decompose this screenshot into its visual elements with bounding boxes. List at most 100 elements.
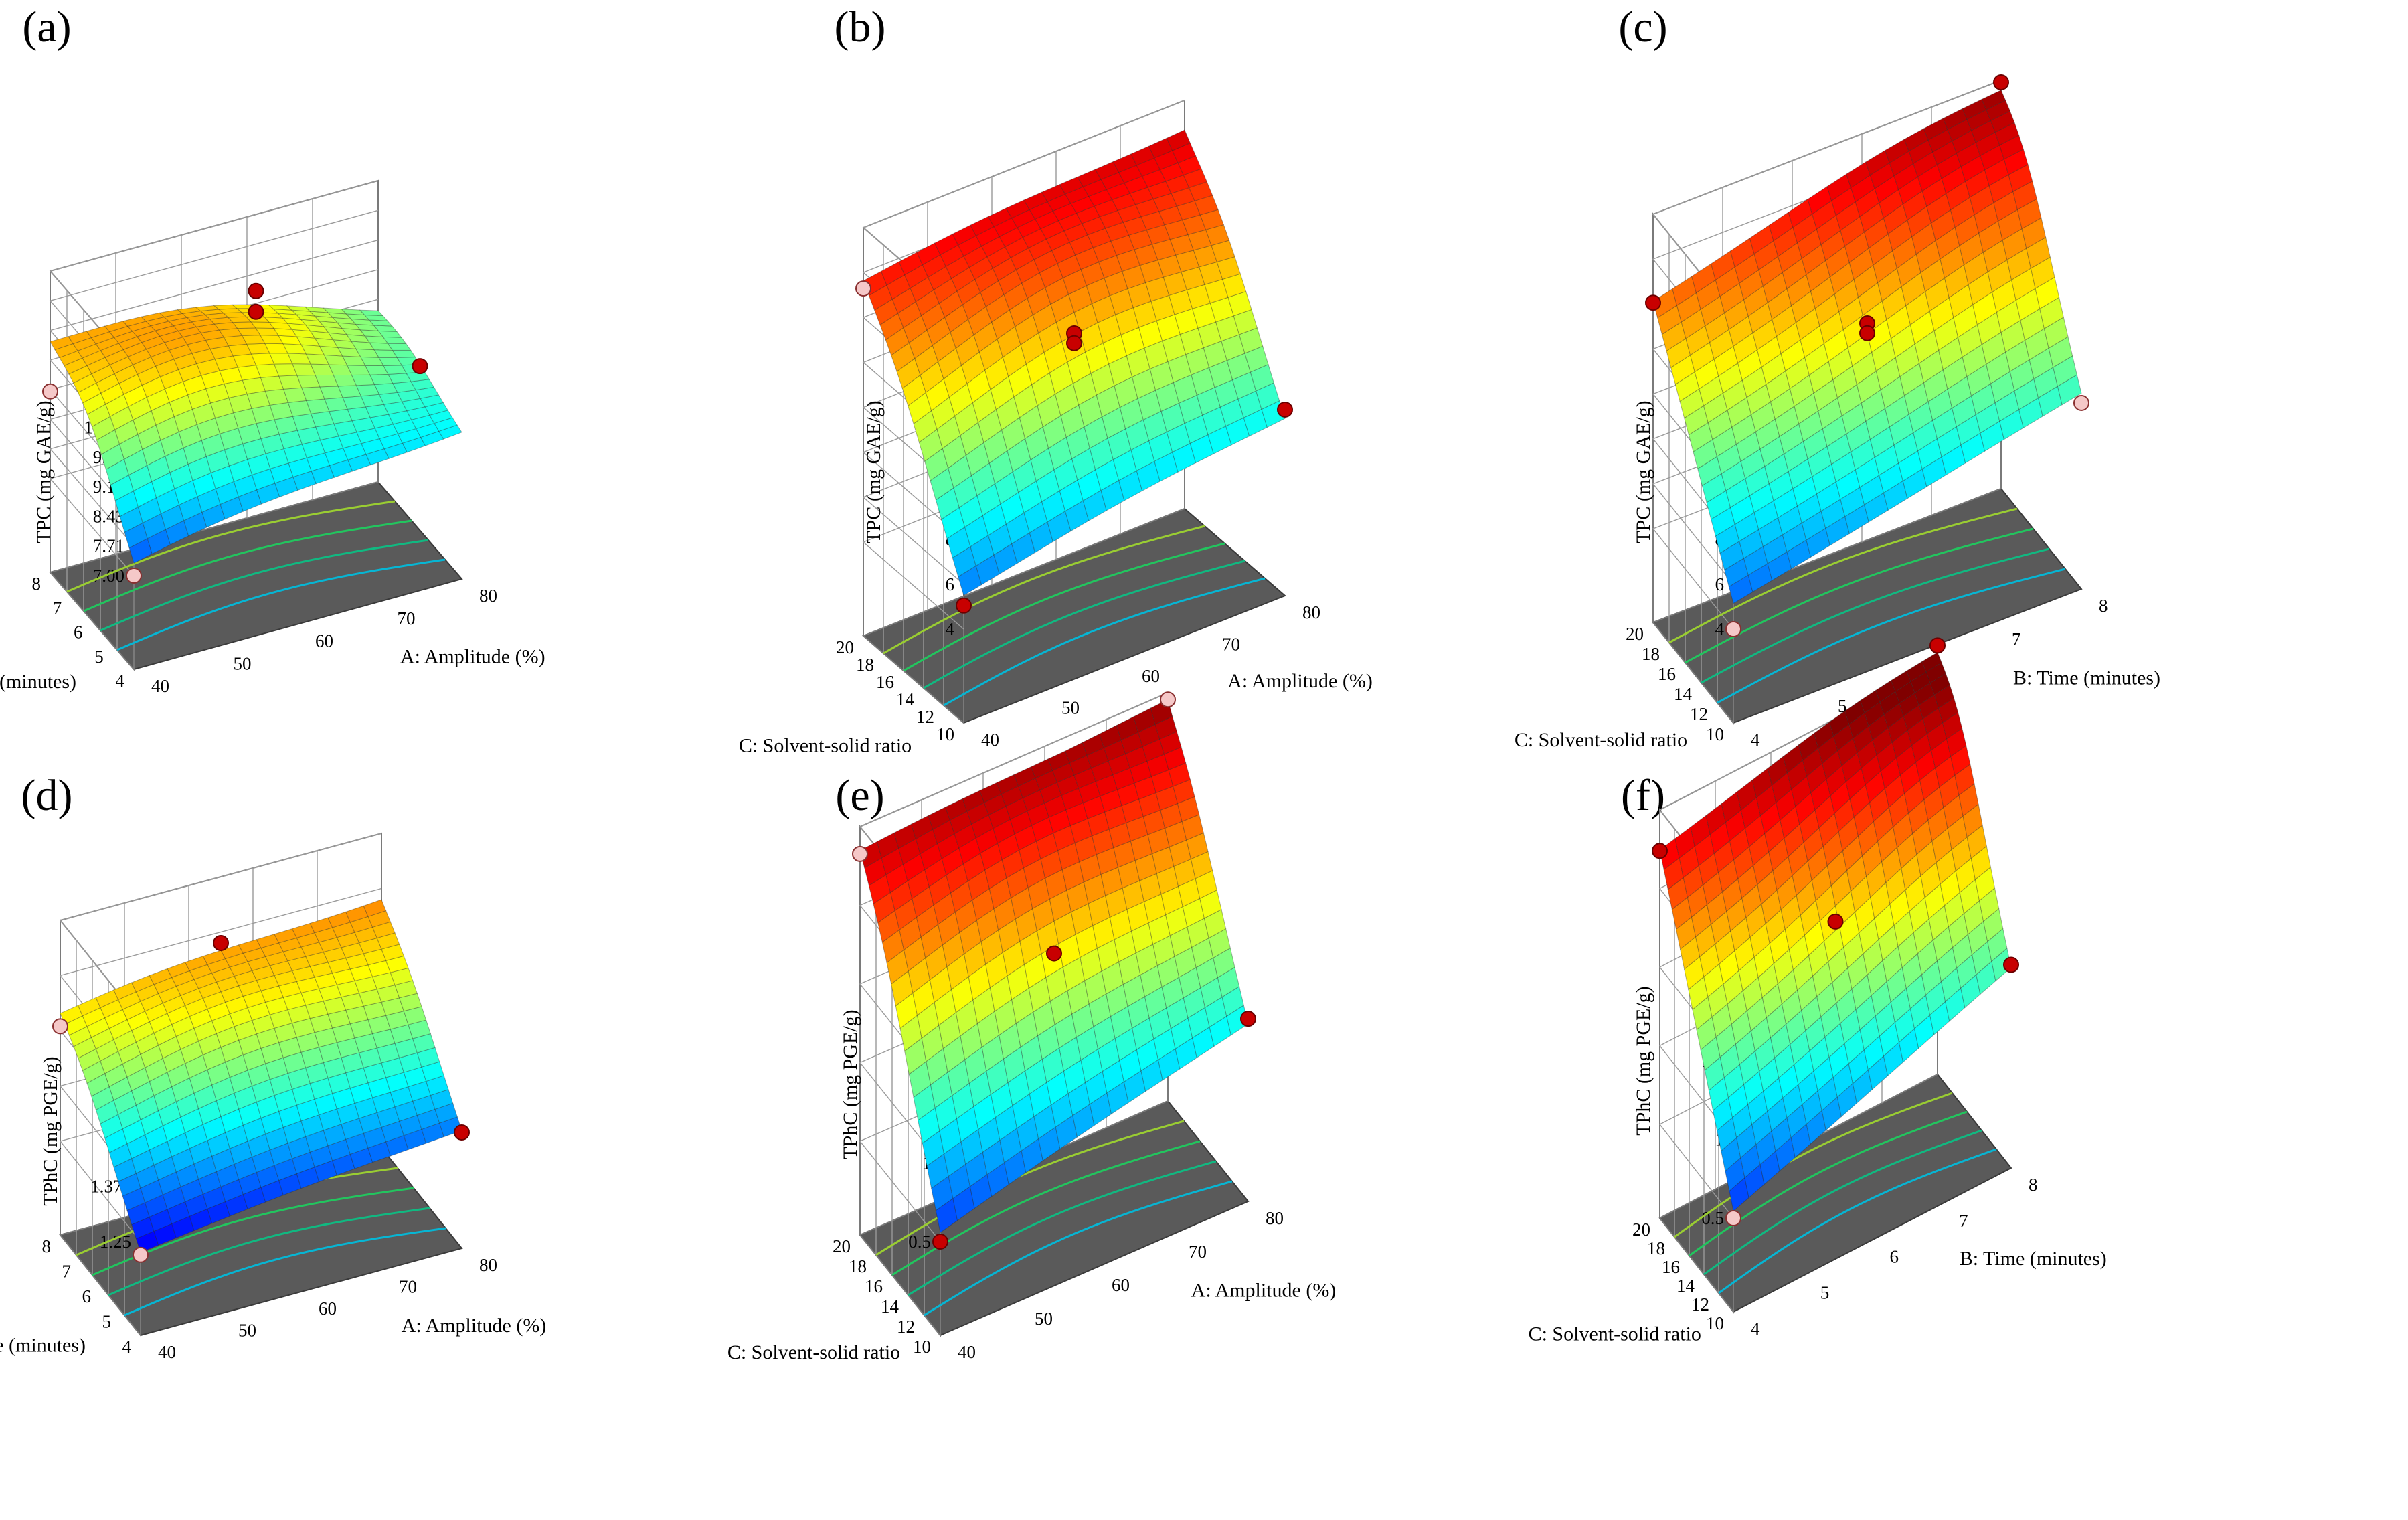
z-tick-label: 6 [1715,574,1725,594]
x-tick-label: 5 [1838,696,1847,716]
y-axis-title: C: Solvent-solid ratio [727,1341,900,1363]
floor-contour-line [1718,1148,1997,1294]
x-axis-title: B: Time (minutes) [2013,667,2160,689]
floor-contour-line [1668,507,2018,644]
x-tick-label: 80 [1302,602,1320,622]
floor-contour-line [1689,1110,1968,1257]
x-tick-label: 70 [398,608,416,628]
x-axis-title: A: Amplitude (%) [1227,670,1373,692]
panel-label: (b) [835,3,886,52]
y-tick-label: 12 [1691,1294,1709,1315]
floor-contour-line [83,519,412,612]
floor-contour-line [66,500,396,593]
x-tick-label: 50 [234,653,252,673]
design-point [412,358,428,375]
x-tick-label: 8 [2029,1175,2038,1195]
design-point [213,935,229,951]
y-tick-label: 7 [62,1262,72,1282]
z-axis-title: TPC (mg GAE/g) [863,400,885,543]
z-axis-title: TPC (mg GAE/g) [33,400,55,543]
surface-cell [359,309,384,317]
x-axis-title: A: Amplitude (%) [1191,1280,1337,1302]
z-axis-title: TPhC (mg PGE/g) [1632,986,1654,1135]
x-axis-title: B: Time (minutes) [1960,1248,2107,1270]
y-tick-label: 18 [849,1256,867,1276]
y-tick-label: 10 [936,724,954,744]
design-point [42,383,58,400]
design-point [1277,401,1293,418]
y-tick-label: 6 [74,622,83,643]
y-tick-label: 5 [94,647,104,667]
y-tick-label: 20 [836,637,854,657]
x-axis-title: A: Amplitude (%) [400,646,545,668]
design-point [1652,843,1668,859]
design-point [248,282,264,299]
y-tick-label: 6 [82,1286,92,1306]
panel-label: (e) [835,771,884,820]
floor-contour-line [1717,568,2066,704]
y-tick-label: 4 [122,1337,132,1357]
design-point [1725,621,1741,637]
x-tick-label: 7 [2012,629,2021,649]
x-tick-label: 80 [479,1255,497,1275]
floor-contour-line [883,525,1205,655]
panel-4: (d)1.251.3751.51.6251.75405060708045678A… [0,771,546,1362]
y-axis-title: C: Solvent-solid ratio [739,735,912,757]
surface-cell [363,899,387,917]
y-tick-label: 16 [1662,1257,1680,1277]
x-tick-label: 60 [319,1298,337,1319]
y-axis-title: B: Time (minutes) [0,671,76,693]
y-tick-label: 20 [1632,1219,1650,1240]
design-point [1993,74,2009,90]
y-tick-label: 16 [1658,664,1676,684]
z-tick-label: 4 [1715,619,1725,639]
floor-contour-line [100,539,429,632]
panel-label: (a) [22,3,71,52]
x-tick-label: 8 [2099,596,2108,616]
y-tick-label: 10 [1706,1313,1724,1333]
design-point [133,1246,149,1263]
design-point [248,303,264,320]
x-axis-title: A: Amplitude (%) [402,1315,547,1337]
z-tick-label: 0.5 [908,1232,931,1252]
y-tick-label: 5 [102,1312,112,1332]
wall-grid-line [59,833,382,1021]
floor-contour-line [1674,1092,1953,1238]
floor-contour-line [943,577,1266,707]
floor-contour-line [908,1160,1217,1296]
panel-label: (c) [1618,3,1667,52]
design-point [1725,1210,1741,1226]
y-tick-label: 14 [1676,1276,1695,1296]
y-tick-label: 20 [1626,624,1644,644]
z-tick-label: 7.71 [93,536,124,556]
floor-contour-line [903,542,1225,672]
design-point [1240,1011,1256,1027]
y-tick-label: 10 [913,1337,931,1357]
x-tick-label: 7 [1959,1211,1968,1231]
design-point [454,1124,470,1141]
z-axis-title: TPhC (mg PGE/g) [839,1009,861,1159]
design-point [1827,913,1844,930]
x-tick-label: 40 [151,676,169,696]
design-point [2003,956,2019,973]
floor-contour-line [1703,1129,1982,1276]
x-tick-label: 80 [1266,1208,1284,1228]
y-tick-label: 12 [897,1317,915,1337]
z-axis-title: TPC (mg GAE/g) [1632,400,1654,543]
y-axis-title: B: Time (minutes) [0,1335,86,1357]
floor-contour-line [116,558,446,651]
floor-contour-line [924,1180,1233,1317]
floor-contour-line [1701,547,2050,684]
y-tick-label: 14 [881,1296,899,1317]
x-tick-label: 5 [1820,1282,1830,1302]
design-point [1929,637,1946,654]
y-tick-label: 8 [42,1236,52,1256]
floor-contour-line [124,1227,446,1317]
x-tick-label: 40 [981,730,999,750]
y-tick-label: 18 [1642,644,1660,664]
design-point [1046,945,1062,962]
z-tick-label: 6 [946,574,955,594]
y-axis-title: C: Solvent-solid ratio [1529,1323,1701,1345]
